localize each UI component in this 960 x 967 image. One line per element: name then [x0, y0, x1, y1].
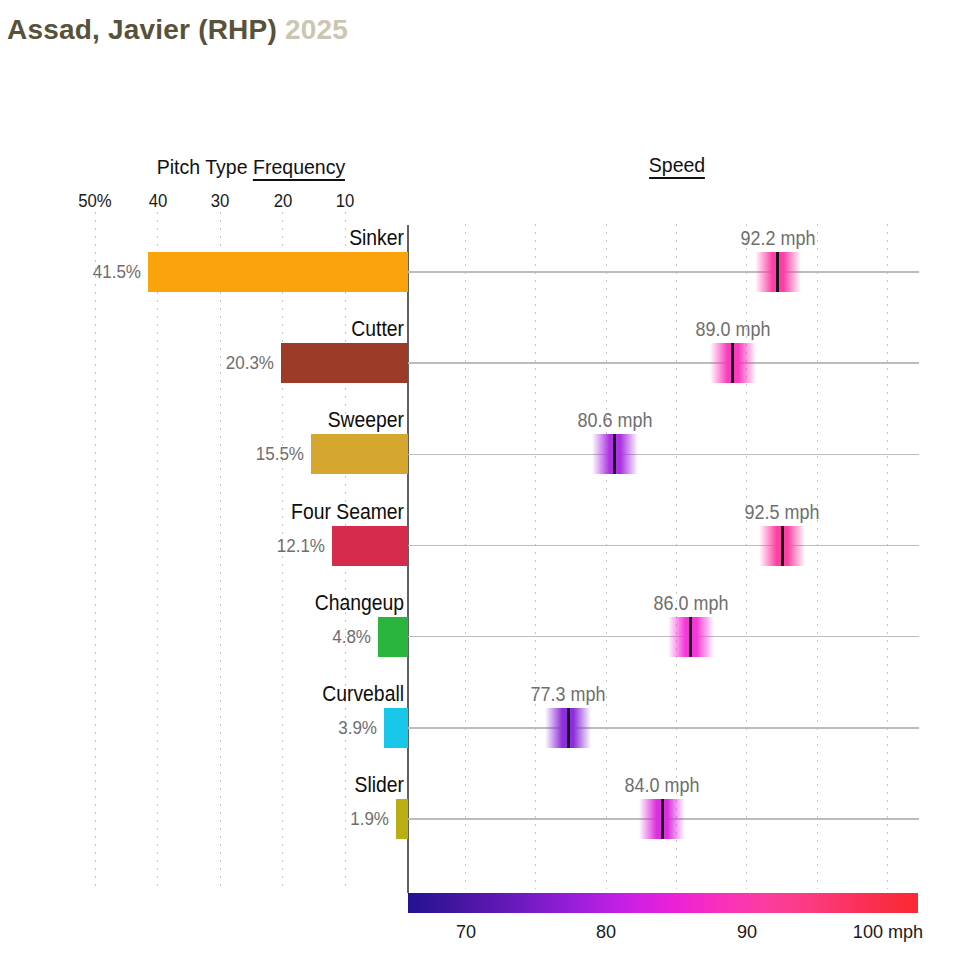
pitch-bar [281, 343, 408, 383]
speed-value-label: 84.0 mph [593, 773, 731, 797]
pitch-bar [332, 526, 408, 566]
pitch-bar [384, 708, 408, 748]
player-name: Assad, Javier (RHP) [7, 14, 277, 45]
pitch-label: Four Seamer [152, 500, 404, 524]
speed-marker-line [781, 526, 784, 566]
speed-marker [710, 343, 756, 383]
frequency-panel-title: Pitch Type Frequency [112, 155, 391, 179]
speed-axis-tick-label: 100 mph [821, 921, 954, 943]
speed-gridline [535, 224, 536, 889]
speed-value-label: 89.0 mph [664, 317, 802, 341]
frequency-title-prefix: Pitch Type [157, 155, 253, 178]
speed-marker [755, 252, 801, 292]
pitch-label: Sinker [152, 226, 404, 250]
speed-marker [668, 617, 714, 657]
speed-gridline [887, 224, 888, 889]
pitch-label: Cutter [152, 317, 404, 341]
frequency-title-underlined: Frequency [253, 155, 345, 181]
freq-value-label: 15.5% [203, 443, 304, 465]
speed-colorbar [408, 893, 918, 913]
pitch-bar [378, 617, 408, 657]
speed-value-label: 92.2 mph [709, 226, 847, 250]
speed-marker-line [661, 799, 664, 839]
freq-value-label: 20.3% [173, 352, 274, 374]
speed-title-text: Speed [649, 153, 705, 179]
speed-marker [592, 434, 638, 474]
speed-value-label: 92.5 mph [713, 500, 851, 524]
page-title: Assad, Javier (RHP) 2025 [7, 14, 348, 46]
row-line [408, 454, 919, 456]
speed-marker-line [776, 252, 779, 292]
speed-marker [639, 799, 685, 839]
freq-value-label: 4.8% [270, 626, 371, 648]
freq-value-label: 41.5% [40, 261, 141, 283]
pitch-label: Curveball [152, 682, 404, 706]
pitch-chart: Assad, Javier (RHP) 2025 Pitch Type Freq… [0, 0, 960, 967]
speed-value-label: 86.0 mph [622, 591, 760, 615]
speed-marker-line [613, 434, 616, 474]
row-line [408, 727, 919, 729]
speed-axis-tick-label: 70 [399, 921, 532, 943]
freq-value-label: 1.9% [288, 808, 389, 830]
season-year: 2025 [285, 14, 348, 45]
speed-axis-tick-label: 80 [540, 921, 673, 943]
speed-gridline [817, 224, 818, 889]
row-line [408, 271, 919, 273]
pitch-bar [311, 434, 408, 474]
speed-marker-line [567, 708, 570, 748]
speed-marker-line [689, 617, 692, 657]
pitch-bar [396, 799, 408, 839]
pitch-label: Sweeper [152, 408, 404, 432]
speed-value-label: 80.6 mph [546, 408, 684, 432]
speed-gridline [465, 224, 466, 889]
row-line [408, 545, 919, 547]
pitch-label: Changeup [152, 591, 404, 615]
freq-value-label: 12.1% [224, 535, 325, 557]
speed-value-label: 77.3 mph [499, 682, 637, 706]
row-line [408, 636, 919, 638]
speed-marker-line [731, 343, 734, 383]
freq-axis-tick-label: 10 [308, 191, 382, 212]
speed-panel-title: Speed [612, 153, 742, 177]
speed-marker [545, 708, 591, 748]
pitch-bar [148, 252, 408, 292]
row-line [408, 362, 919, 364]
speed-axis-tick-label: 90 [680, 921, 813, 943]
speed-marker [759, 526, 805, 566]
freq-value-label: 3.9% [275, 717, 376, 739]
freq-gridline [95, 212, 96, 889]
pitch-label: Slider [152, 773, 404, 797]
